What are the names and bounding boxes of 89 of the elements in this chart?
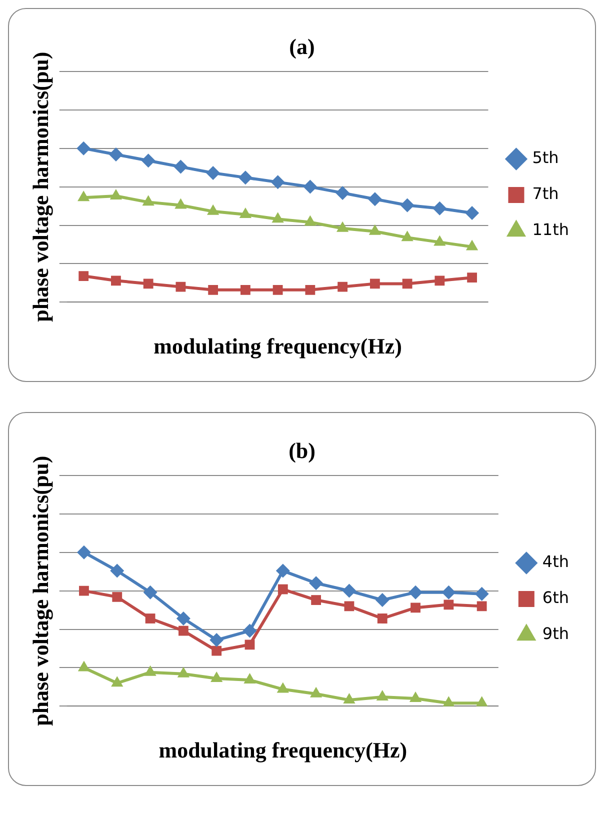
point	[272, 284, 283, 295]
point	[309, 576, 324, 590]
point	[276, 682, 289, 693]
point	[143, 585, 158, 600]
point	[244, 640, 255, 650]
legend-label: 5th	[532, 148, 559, 168]
point	[370, 278, 380, 289]
point	[467, 272, 477, 283]
point	[442, 585, 456, 600]
point	[432, 201, 447, 216]
legend-label: 4th	[542, 552, 569, 572]
point	[110, 189, 122, 200]
point	[141, 154, 156, 168]
point	[238, 170, 252, 185]
point	[368, 192, 382, 206]
chart-title: (a)	[289, 34, 315, 59]
point	[272, 212, 284, 223]
x-axis-title: modulating frequency(Hz)	[154, 333, 402, 358]
legend-label: 7th	[532, 184, 559, 204]
point	[311, 595, 322, 605]
point	[376, 690, 388, 700]
point	[145, 614, 156, 624]
point	[401, 230, 414, 242]
point	[276, 564, 290, 578]
point	[402, 278, 412, 289]
point	[410, 602, 420, 613]
point	[409, 692, 422, 702]
point	[210, 672, 223, 682]
point	[78, 190, 90, 202]
point	[239, 207, 252, 218]
point	[400, 198, 414, 212]
point	[310, 686, 322, 698]
point	[143, 278, 154, 289]
point	[465, 206, 480, 220]
point	[434, 235, 446, 246]
point	[344, 601, 354, 612]
point	[176, 282, 186, 292]
point	[76, 141, 91, 156]
x-axis-title: modulating frequency(Hz)	[158, 737, 408, 762]
point	[111, 276, 121, 286]
point	[444, 600, 454, 610]
point	[212, 646, 222, 656]
point	[110, 564, 124, 578]
point	[375, 593, 390, 608]
point	[338, 282, 348, 292]
point	[76, 545, 91, 560]
point	[278, 584, 288, 594]
point	[336, 186, 350, 200]
point	[111, 676, 124, 687]
chart-title: (b)	[288, 438, 316, 463]
y-axis-title: phase voltage harmonics(pu)	[28, 52, 53, 322]
point	[303, 180, 318, 194]
point	[177, 666, 190, 678]
point	[377, 614, 388, 624]
point	[270, 175, 285, 190]
point	[208, 284, 218, 295]
point	[343, 693, 356, 704]
point	[434, 276, 445, 286]
legend-label: 9th	[542, 624, 569, 644]
point	[210, 633, 224, 648]
point	[174, 160, 188, 174]
point	[79, 586, 89, 596]
point	[466, 240, 478, 250]
point	[176, 611, 190, 626]
point	[342, 584, 356, 598]
point	[474, 586, 489, 601]
point	[144, 665, 156, 676]
point	[207, 204, 220, 215]
point	[476, 696, 488, 706]
point	[336, 221, 349, 232]
legend-label: 6th	[542, 588, 569, 608]
point	[244, 673, 256, 684]
point	[305, 284, 316, 295]
point	[476, 601, 487, 612]
point	[442, 696, 455, 706]
point	[174, 198, 187, 209]
point	[112, 592, 122, 602]
y-axis-title: phase voltage harmonics(pu)	[28, 456, 53, 726]
point	[242, 624, 257, 638]
point	[108, 147, 123, 162]
point	[178, 626, 188, 636]
point	[408, 585, 423, 600]
point	[142, 195, 154, 206]
point	[240, 284, 250, 295]
legend-label: 11th	[532, 220, 570, 240]
point	[206, 166, 220, 180]
point	[368, 224, 381, 235]
point	[78, 271, 89, 281]
point	[304, 215, 316, 226]
